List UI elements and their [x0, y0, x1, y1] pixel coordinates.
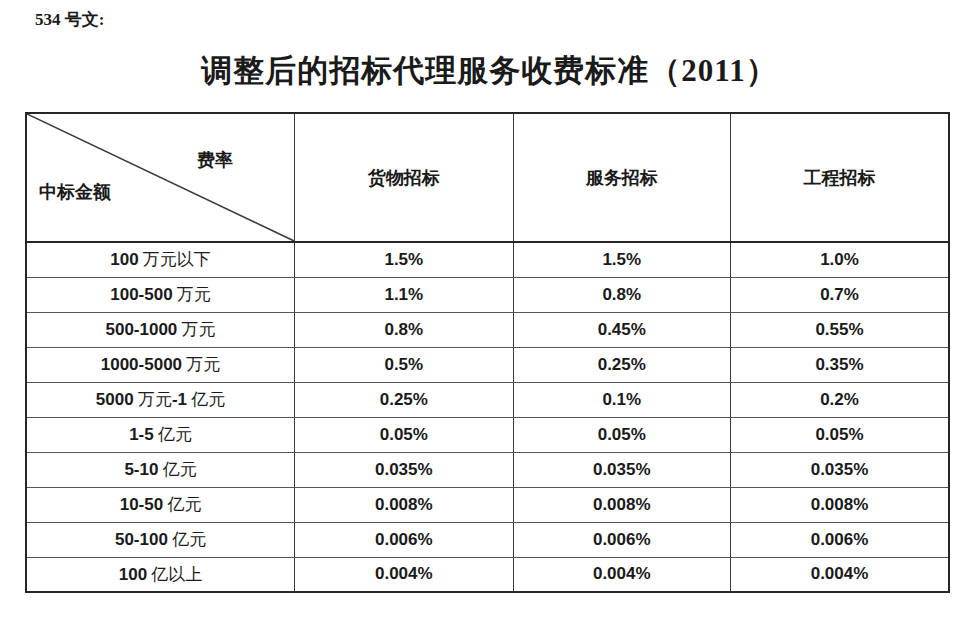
amount-cell: 5-10 亿元 — [26, 452, 295, 487]
amount-cell: 100-500 万元 — [26, 277, 295, 312]
rate-cell: 0.8% — [513, 277, 730, 312]
corner-header-cell: 费率 中标金额 — [26, 113, 295, 242]
corner-label-amount: 中标金额 — [39, 180, 111, 204]
table-row: 500-1000 万元0.8%0.45%0.55% — [26, 312, 949, 347]
header-row: 费率 中标金额 货物招标服务招标工程招标 — [26, 113, 949, 242]
amount-cell: 1-5 亿元 — [26, 417, 295, 452]
rate-cell: 1.1% — [295, 277, 513, 312]
rate-cell: 0.035% — [295, 452, 513, 487]
column-header: 服务招标 — [513, 113, 730, 242]
rate-cell: 0.008% — [513, 487, 730, 522]
amount-cell: 50-100 亿元 — [26, 522, 295, 557]
rate-cell: 0.5% — [295, 347, 513, 382]
rate-cell: 0.25% — [295, 382, 513, 417]
rate-cell: 1.5% — [295, 242, 513, 277]
rate-cell: 0.05% — [513, 417, 730, 452]
amount-cell: 100 亿以上 — [26, 557, 295, 592]
amount-cell: 5000 万元-1 亿元 — [26, 382, 295, 417]
rate-cell: 1.5% — [513, 242, 730, 277]
table-row: 10-50 亿元0.008%0.008%0.008% — [26, 487, 949, 522]
amount-cell: 10-50 亿元 — [26, 487, 295, 522]
table-row: 100-500 万元1.1%0.8%0.7% — [26, 277, 949, 312]
column-header: 工程招标 — [731, 113, 949, 242]
rate-cell: 0.004% — [513, 557, 730, 592]
rate-cell: 0.004% — [731, 557, 949, 592]
rate-cell: 0.8% — [295, 312, 513, 347]
table-row: 50-100 亿元0.006%0.006%0.006% — [26, 522, 949, 557]
table-row: 100 万元以下1.5%1.5%1.0% — [26, 242, 949, 277]
rate-cell: 1.0% — [731, 242, 949, 277]
rate-cell: 0.006% — [295, 522, 513, 557]
document-page: 534 号文: 调整后的招标代理服务收费标准（2011） 费率 中标金额 货物招… — [0, 0, 979, 629]
table-row: 5-10 亿元0.035%0.035%0.035% — [26, 452, 949, 487]
rate-cell: 0.45% — [513, 312, 730, 347]
table-row: 5000 万元-1 亿元0.25%0.1%0.2% — [26, 382, 949, 417]
rate-cell: 0.2% — [731, 382, 949, 417]
amount-cell: 1000-5000 万元 — [26, 347, 295, 382]
rate-cell: 0.035% — [513, 452, 730, 487]
doc-ref-number: 534 号文: — [35, 8, 104, 31]
rate-cell: 0.006% — [513, 522, 730, 557]
rate-cell: 0.035% — [731, 452, 949, 487]
column-header: 货物招标 — [295, 113, 513, 242]
page-title: 调整后的招标代理服务收费标准（2011） — [0, 50, 979, 92]
rate-cell: 0.1% — [513, 382, 730, 417]
rate-cell: 0.25% — [513, 347, 730, 382]
rate-cell: 0.008% — [731, 487, 949, 522]
rate-cell: 0.05% — [295, 417, 513, 452]
rate-cell: 0.004% — [295, 557, 513, 592]
rate-cell: 0.55% — [731, 312, 949, 347]
amount-cell: 500-1000 万元 — [26, 312, 295, 347]
rate-cell: 0.7% — [731, 277, 949, 312]
rate-cell: 0.05% — [731, 417, 949, 452]
rate-cell: 0.006% — [731, 522, 949, 557]
diagonal-divider-icon — [27, 114, 294, 241]
table-row: 1000-5000 万元0.5%0.25%0.35% — [26, 347, 949, 382]
fee-table: 费率 中标金额 货物招标服务招标工程招标 100 万元以下1.5%1.5%1.0… — [25, 112, 950, 593]
corner-label-rate: 费率 — [197, 148, 233, 172]
table-row: 100 亿以上0.004%0.004%0.004% — [26, 557, 949, 592]
rate-cell: 0.008% — [295, 487, 513, 522]
amount-cell: 100 万元以下 — [26, 242, 295, 277]
rate-cell: 0.35% — [731, 347, 949, 382]
table-row: 1-5 亿元0.05%0.05%0.05% — [26, 417, 949, 452]
